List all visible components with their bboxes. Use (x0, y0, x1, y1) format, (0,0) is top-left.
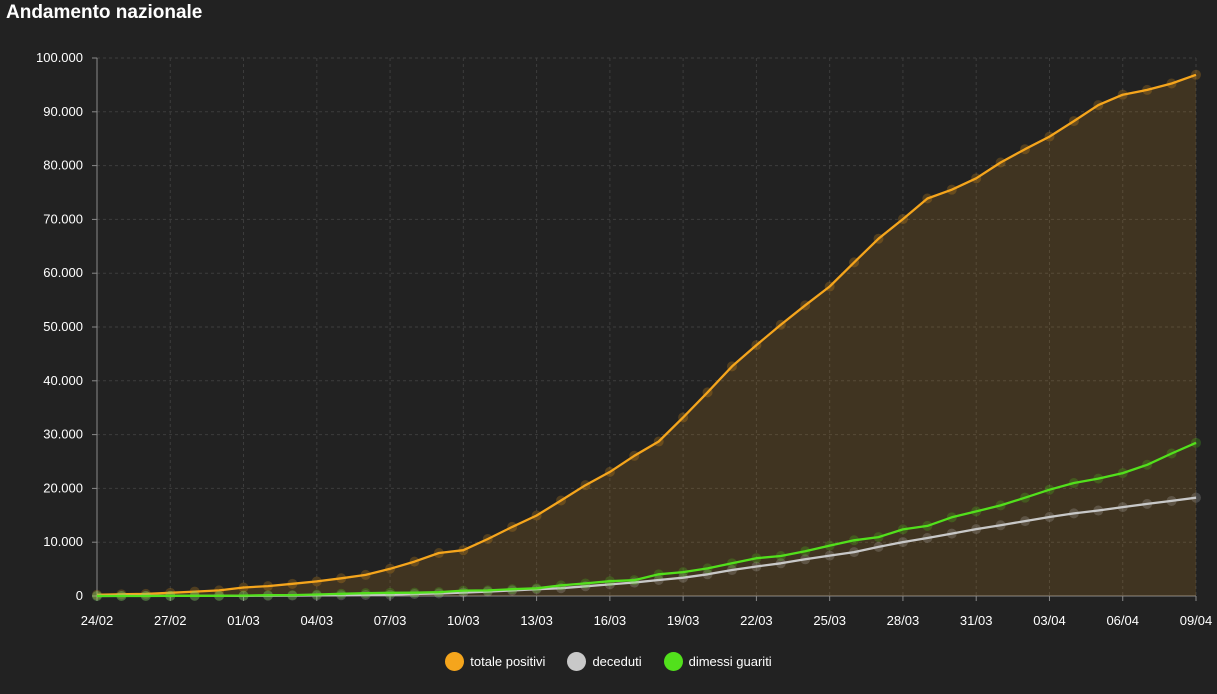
x-tick-label: 22/03 (740, 613, 773, 628)
legend-dot-icon (567, 652, 587, 671)
series-layer (92, 69, 1201, 601)
point-deceduti[interactable] (1191, 492, 1201, 503)
x-tick-label: 25/03 (813, 613, 846, 628)
x-tick-label: 31/03 (960, 613, 993, 628)
legend-label: totale positivi (470, 654, 546, 669)
legend-item-totale-positivi[interactable]: totale positivi (445, 652, 545, 671)
line-dimessi-guariti (97, 441, 1197, 598)
x-tick-label: 07/03 (374, 613, 407, 628)
x-axis-ticks: 24/02 27/02 01/03 04/03 07/03 10/03 13/03 16/03… (81, 613, 1213, 628)
x-tick-label: 03/04 (1033, 613, 1066, 628)
y-tick-label: 100.000 (36, 50, 83, 65)
y-axis-ticks: 0 10.000 20.000 30.000 40.000 50.000 60.000 70.… (36, 50, 83, 603)
x-tick-label: 10/03 (447, 613, 480, 628)
y-tick-label: 20.000 (43, 480, 83, 495)
legend-label: deceduti (592, 654, 642, 669)
x-tick-label: 04/03 (301, 613, 334, 628)
y-tick-label: 10.000 (43, 534, 83, 549)
legend-dot-icon (445, 652, 465, 671)
x-tick-label: 19/03 (667, 613, 700, 628)
x-tick-label: 01/03 (227, 613, 260, 628)
y-tick-label: 50.000 (43, 319, 83, 334)
x-tick-label: 13/03 (520, 613, 553, 628)
x-tick-label: 09/04 (1180, 613, 1213, 628)
legend-item-dimessi-guariti[interactable]: dimessi guariti (663, 652, 772, 671)
x-tick-label: 06/04 (1106, 613, 1139, 628)
x-tick-label: 24/02 (81, 613, 114, 628)
chart-title: Andamento nazionale (6, 2, 203, 23)
legend: totale positivi deceduti dimessi guariti (0, 652, 1217, 671)
legend-label: dimessi guariti (688, 654, 772, 669)
y-tick-label: 0 (76, 588, 83, 603)
y-tick-label: 90.000 (43, 104, 83, 119)
x-tick-label: 27/02 (154, 613, 187, 628)
y-tick-label: 30.000 (43, 427, 83, 442)
point-totale-positivi[interactable] (92, 589, 102, 600)
y-tick-label: 40.000 (43, 373, 83, 388)
y-tick-label: 60.000 (43, 265, 83, 280)
y-tick-label: 80.000 (43, 158, 83, 173)
area-totale-positivi (97, 74, 1196, 597)
line-chart: 0 10.000 20.000 30.000 40.000 50.000 60.000 70.… (36, 50, 1213, 628)
legend-item-deceduti[interactable]: deceduti (567, 652, 642, 671)
x-tick-label: 16/03 (594, 613, 627, 628)
legend-dot-icon (663, 652, 683, 671)
line-totale-positivi (96, 73, 1197, 596)
x-tick-label: 28/03 (887, 613, 920, 628)
y-tick-label: 70.000 (43, 211, 83, 226)
